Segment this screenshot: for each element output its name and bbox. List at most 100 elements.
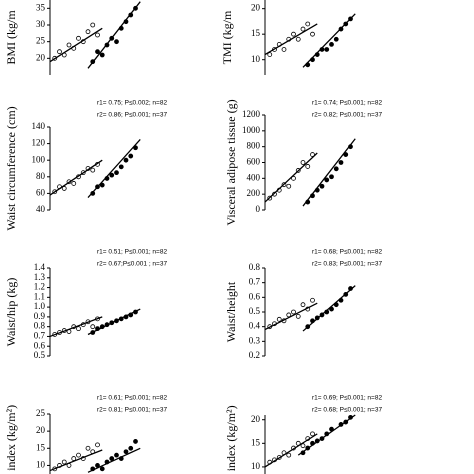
open-point [276,316,282,322]
open-point [76,35,81,41]
open-point [71,181,77,186]
filled-point [338,160,344,165]
y-tick-label: 25 [36,408,46,418]
filled-point [99,182,105,188]
filled-point [95,49,100,55]
filled-point [133,439,138,444]
y-tick-label: 200 [247,188,261,198]
annotation: r2= 0.68; P≤0.001; n=37 [312,407,382,414]
open-point [61,459,67,465]
filled-point [324,177,330,183]
open-point [90,324,96,330]
open-point [286,183,292,189]
y-tick-label: 0.9 [34,311,46,321]
open-point [300,26,306,32]
y-tick-label: 0.6 [34,340,46,350]
y-tick-label: 100 [32,154,46,164]
panel: 10 15 20 25 ss index (kg/m²) r1= 0.61; P≤0.00… [4,395,167,474]
filled-point [319,183,325,189]
filled-point [114,452,119,458]
panel: 20 25 30 35 BMI (kg/m [4,0,141,75]
y-axis-label: ss index (kg/m²) [224,405,238,474]
filled-point [118,164,124,170]
regression-line [264,433,318,468]
panel: 0 200 400 600 800 1000 1200 Visceral adipose ti… [224,99,383,225]
regression-line [264,23,318,56]
annotation: r2= 0.81; P≤0.001; n=37 [97,407,167,414]
annotation: r1= 0.61; P≤0.001; n=82 [97,395,167,402]
open-point [66,42,72,48]
y-tick-label: 1.2 [34,282,45,292]
regression-line [49,316,103,338]
annotation: r2= 0.86; P≤0.001; n=37 [97,112,167,119]
y-axis-label: TMI (kg/m [220,10,234,64]
regression-line [302,285,356,332]
filled-point [329,174,334,180]
y-tick-label: 40 [36,204,46,214]
filled-point [114,39,119,45]
y-tick-label: 1.0 [34,301,46,311]
y-tick-label: 1.1 [34,291,45,301]
open-point [305,164,311,169]
open-point [291,309,296,315]
y-tick-label: 20 [251,3,261,13]
y-tick-label: 0.7 [249,277,261,287]
panel: 10 15 20 ss index (kg/m²) r1= 0.69; P≤0.001;… [224,395,382,474]
y-tick-label: 600 [247,157,261,167]
y-tick-label: 0.4 [249,321,261,331]
y-axis-label: Visceral adipose tissue (g) [224,99,238,225]
regression-line [302,13,356,68]
y-axis-label: BMI (kg/m [4,10,18,65]
y-tick-label: 20 [36,425,46,435]
y-axis-label: Waist circumference (cm) [4,106,18,230]
filled-point [123,157,129,163]
annotation: r1= 0.69; P≤0.001; n=82 [312,395,382,402]
annotation: r2= 0.67;P≤0.001 ; n=37 [97,261,167,268]
y-tick-label: 1000 [242,125,261,135]
panel: 0.50.60.70.80.91.01.11.21.31.4 Waist/hip … [4,249,168,360]
annotation: r1= 0.68; P≤0.001; n=82 [312,249,382,256]
y-tick-label: 0.8 [249,262,261,272]
regression-line [302,138,356,207]
y-tick-label: 120 [32,138,46,148]
filled-point [123,449,129,455]
y-tick-label: 400 [247,172,261,182]
y-axis-label: Waist/height [224,281,238,342]
open-point [295,36,301,42]
y-tick-label: 25 [36,36,46,46]
y-tick-label: 0.7 [34,331,46,341]
y-tick-label: 0.3 [249,335,261,345]
y-tick-label: 60 [36,187,46,197]
y-tick-label: 35 [36,2,46,12]
open-point [291,31,296,37]
y-tick-label: 0.5 [34,350,46,360]
regression-line [297,414,356,456]
y-tick-label: 20 [36,52,46,62]
y-tick-label: 800 [247,141,261,151]
panel: 10 15 20 TMI (kg/m [220,0,356,75]
open-point [90,167,96,173]
open-point [310,31,315,37]
y-tick-label: 1200 [242,109,261,119]
panel: 0.2 0.3 0.4 0.5 0.6 0.7 0.8 Waist/height r1= 0.6… [224,249,383,360]
annotation: r2= 0.83; P≤0.001; n=37 [312,261,382,268]
annotation: r1= 0.51; P≤0.001; n=82 [97,249,167,256]
regression-line [87,447,141,473]
regression-line [49,27,103,63]
open-point [95,442,100,448]
y-tick-label: 1.3 [34,272,46,282]
y-tick-label: 15 [36,442,46,452]
open-point [310,431,315,437]
regression-line [87,1,141,69]
open-point [85,29,91,35]
y-tick-label: 20 [251,414,261,424]
filled-point [109,456,115,461]
y-tick-label: 0 [256,204,261,214]
filled-point [109,172,115,178]
y-tick-label: 0.6 [249,291,261,301]
filled-point [99,52,105,58]
regression-line [264,152,318,203]
y-tick-label: 10 [251,461,261,471]
